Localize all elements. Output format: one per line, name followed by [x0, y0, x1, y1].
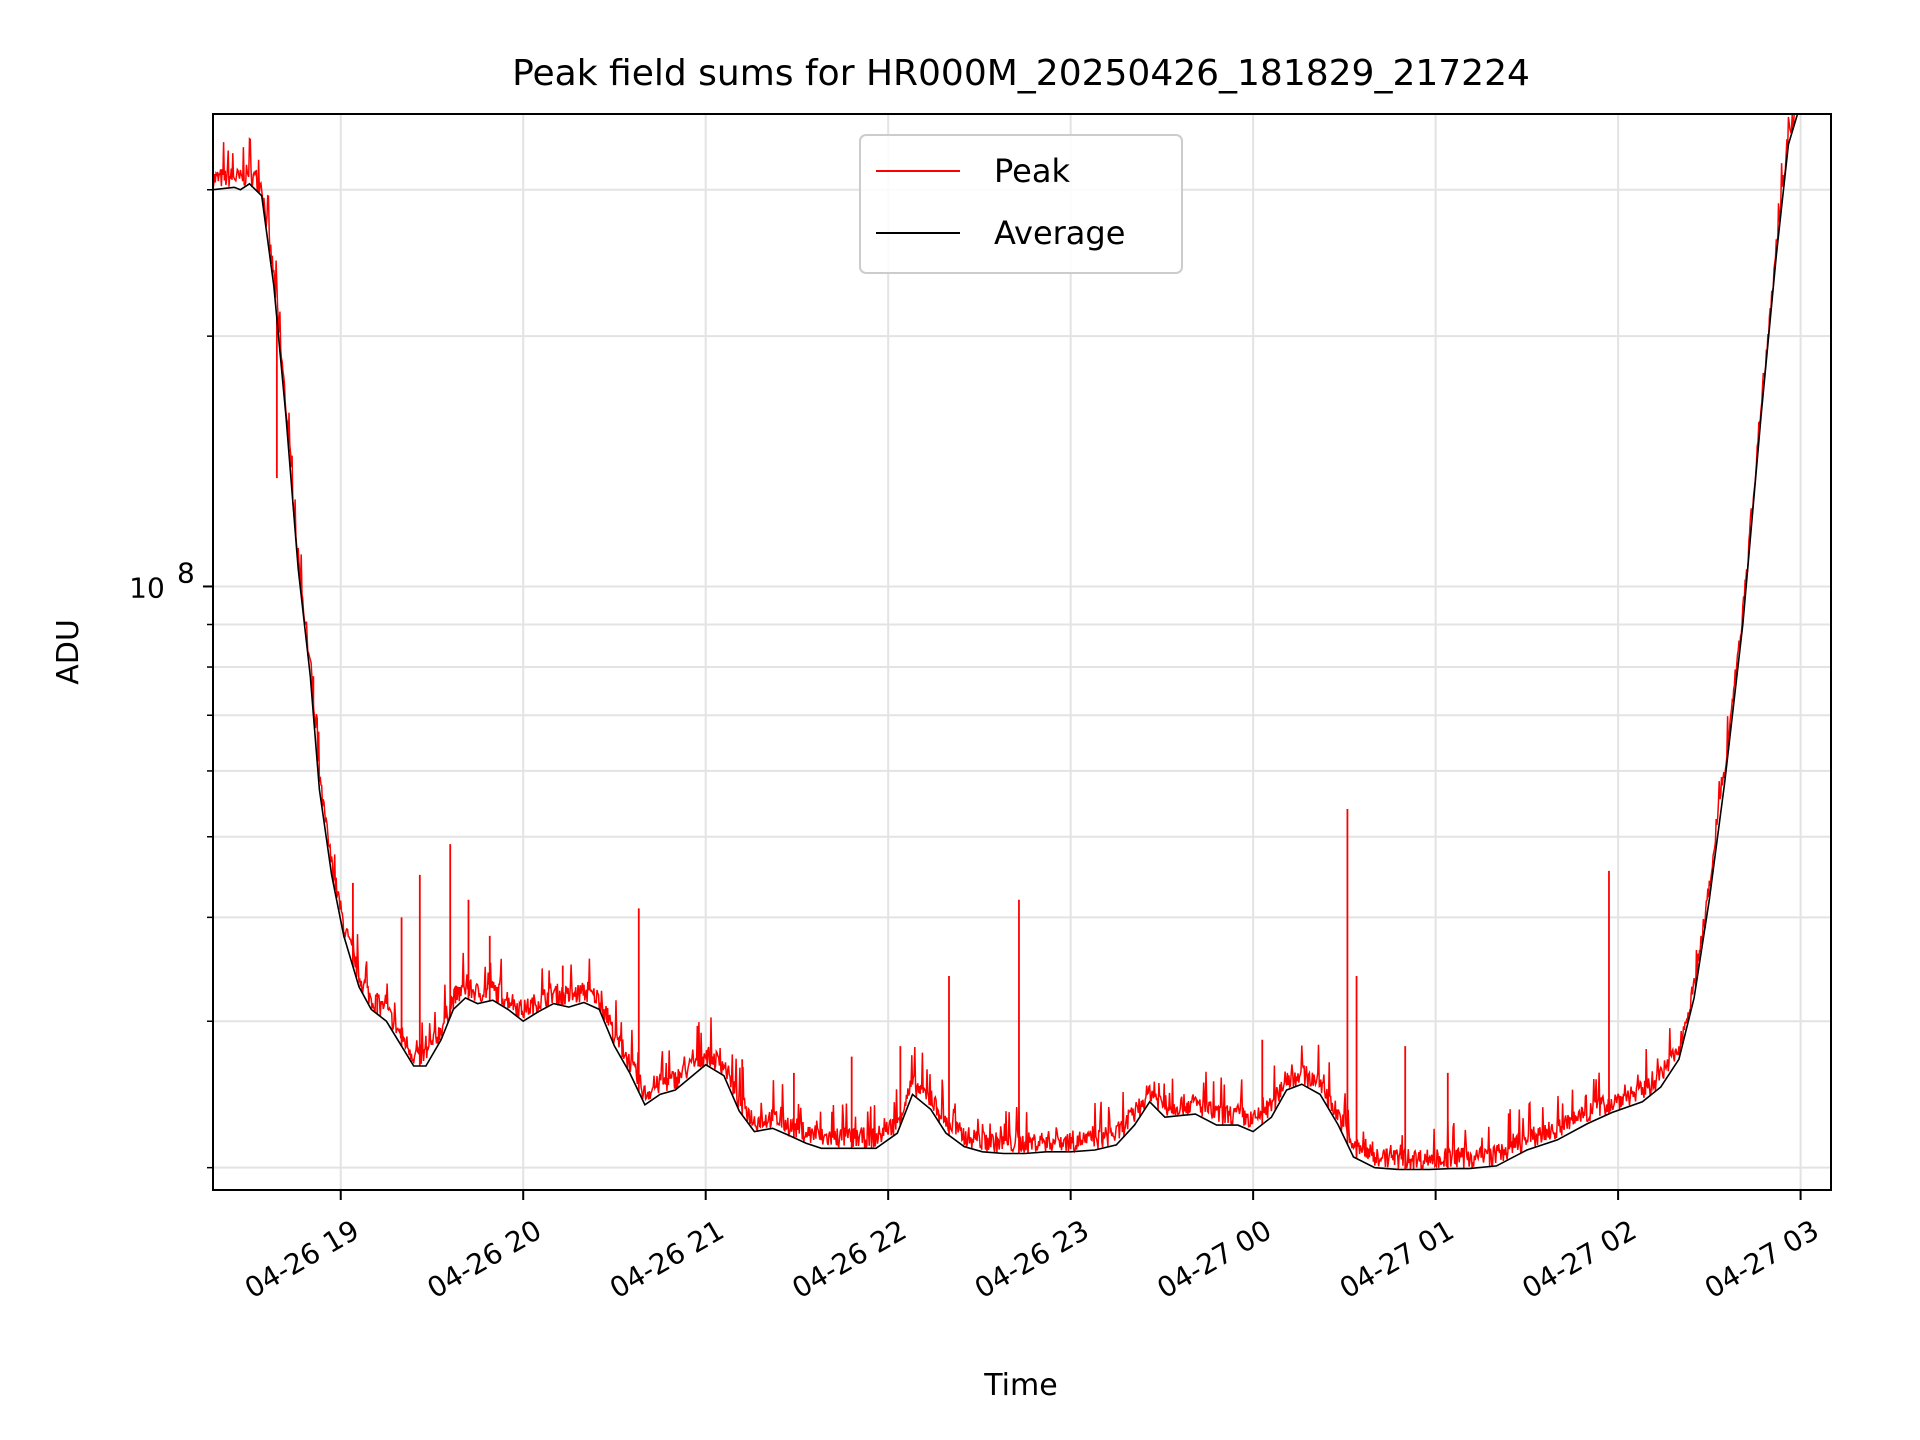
- legend-label-peak: Peak: [994, 152, 1070, 190]
- plot-background: [213, 114, 1831, 1190]
- chart-title: Peak field sums for HR000M_20250426_1818…: [512, 53, 1530, 94]
- legend: Peak Average: [859, 134, 1183, 274]
- y-tick-label: 10: [129, 571, 165, 604]
- series-peak-line: [213, 114, 1795, 1170]
- gridlines: [213, 114, 1831, 1190]
- x-axis-label: Time: [983, 1368, 1057, 1403]
- legend-box: [859, 134, 1183, 274]
- y-tick-exponent: 8: [177, 556, 195, 589]
- plot-frame: [212, 113, 1832, 1191]
- series-average-line: [213, 114, 1799, 1171]
- plot-area: 04-26 19 04-26 20 04-26 21 04-26 22 04-26 23…: [129, 113, 1832, 1305]
- series-layer: [213, 114, 1799, 1171]
- legend-label-average: Average: [994, 214, 1125, 252]
- y-axis-label: ADU: [51, 619, 86, 685]
